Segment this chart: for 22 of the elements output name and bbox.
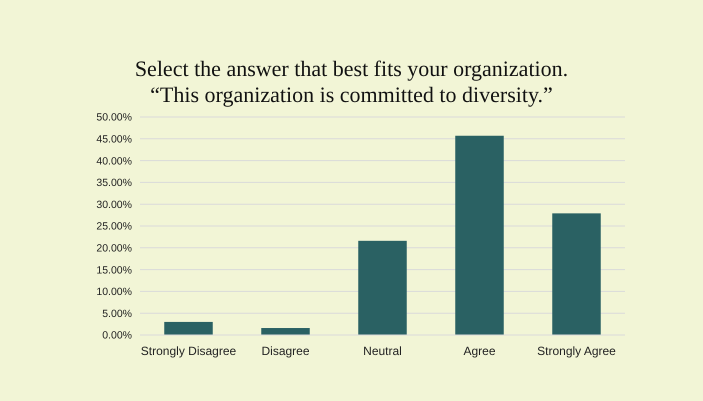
bar — [455, 136, 504, 335]
y-tick-label: 15.00% — [96, 264, 132, 276]
y-tick-label: 10.00% — [96, 286, 132, 298]
x-tick-label: Strongly Disagree — [140, 344, 237, 358]
bar — [552, 213, 601, 335]
y-tick-label: 35.00% — [96, 177, 132, 190]
y-tick-label: 45.00% — [96, 133, 132, 146]
y-tick-label: 25.00% — [96, 220, 132, 233]
chart-title: Select the answer that best fits your organization. “This organization is committed to diversity.” — [134, 56, 568, 107]
y-tick-label: 30.00% — [96, 198, 132, 211]
x-tick-label: Disagree — [261, 344, 310, 358]
y-tick-label: 40.00% — [96, 155, 132, 168]
bar — [358, 240, 407, 335]
y-tick-label: 50.00% — [96, 112, 132, 124]
y-tick-label: 20.00% — [96, 242, 132, 254]
x-tick-label: Agree — [463, 344, 496, 358]
y-tick-label: 0.00% — [102, 330, 132, 342]
y-tick-label: 5.00% — [102, 308, 132, 320]
bar — [164, 322, 213, 335]
x-tick-label: Strongly Agree — [537, 344, 616, 358]
bar — [261, 328, 310, 335]
x-tick-label: Neutral — [363, 344, 402, 358]
